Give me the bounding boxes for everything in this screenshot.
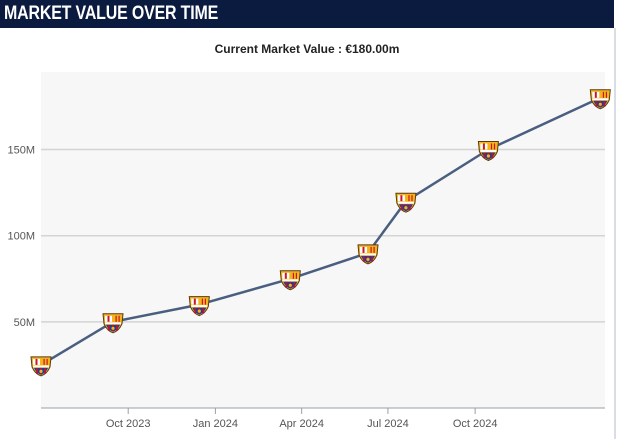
- y-tick-label: 50M: [14, 317, 35, 329]
- x-tick-label: Jan 2024: [193, 418, 238, 430]
- y-tick-label: 150M: [7, 145, 35, 157]
- x-tick-label: Oct 2023: [106, 418, 151, 430]
- x-tick-label: Apr 2024: [279, 418, 324, 430]
- fc-barcelona-crest-icon[interactable]: [102, 313, 124, 334]
- fc-barcelona-crest-icon[interactable]: [477, 141, 499, 162]
- x-tick-label: Jul 2024: [367, 418, 409, 430]
- x-tick-label: Oct 2024: [453, 418, 498, 430]
- current-market-value: Current Market Value : €180.00m: [214, 42, 400, 56]
- y-tick-label: 100M: [7, 231, 35, 243]
- plot-area: [41, 72, 605, 408]
- fc-barcelona-crest-icon[interactable]: [357, 244, 379, 265]
- fc-barcelona-crest-icon[interactable]: [188, 296, 210, 317]
- series-line: [40, 96, 601, 366]
- fc-barcelona-crest-icon[interactable]: [30, 356, 52, 377]
- section-title: MARKET VALUE OVER TIME: [4, 3, 219, 24]
- panel-border: [614, 28, 616, 439]
- fc-barcelona-crest-icon[interactable]: [395, 192, 417, 213]
- fc-barcelona-crest-icon[interactable]: [589, 89, 611, 110]
- section-header: MARKET VALUE OVER TIME: [0, 0, 614, 28]
- fc-barcelona-crest-icon[interactable]: [279, 270, 301, 291]
